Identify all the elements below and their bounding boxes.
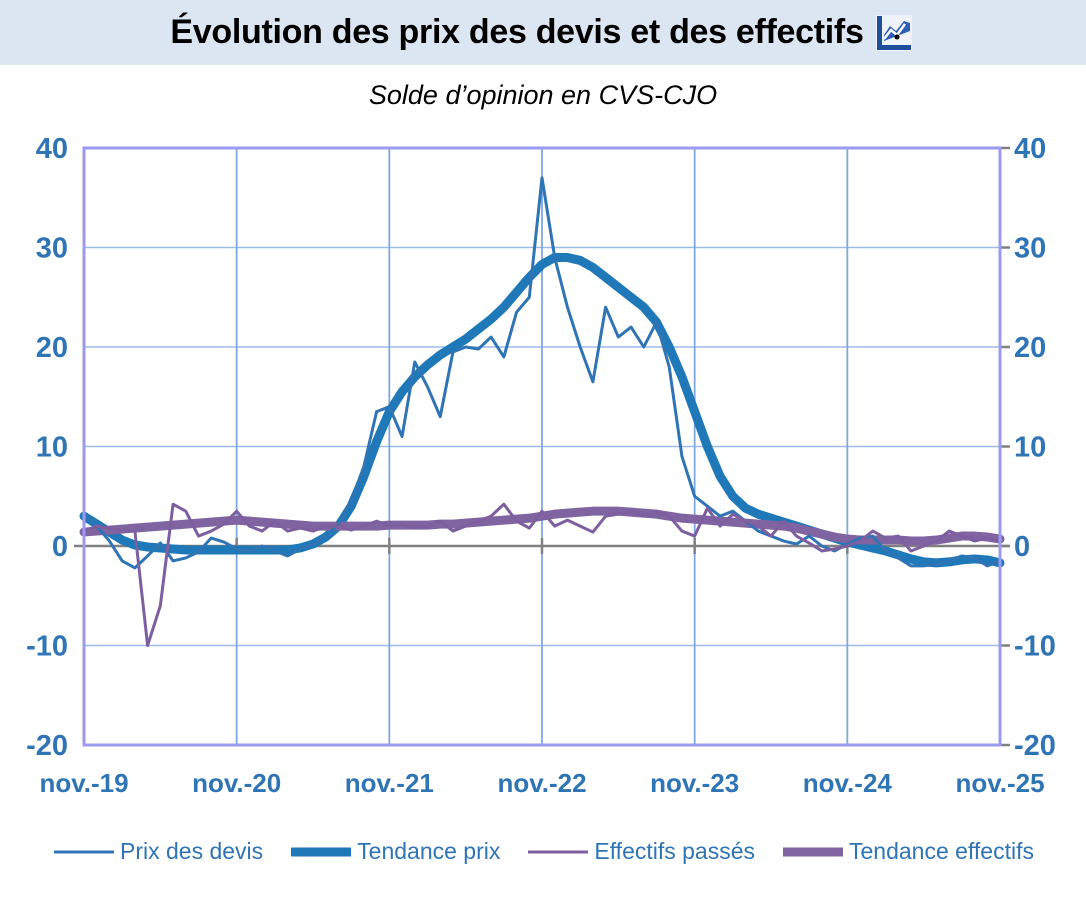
y-tick-label-right: 10 [1014, 432, 1046, 464]
y-tick-label-left: -20 [26, 730, 68, 762]
y-tick-label-left: 30 [36, 233, 68, 265]
y-tick-label-right: 20 [1014, 332, 1046, 364]
grid-layer [84, 148, 1001, 745]
series-line-0 [82, 176, 1002, 570]
y-tick-label-right: 0 [1014, 531, 1030, 563]
x-tick-label: nov.-20 [192, 768, 281, 798]
legend-label-2: Effectifs passés [594, 838, 756, 864]
legend-label-1: Tendance prix [357, 838, 501, 864]
page-title: Évolution des prix des devis et des effe… [170, 13, 864, 51]
y-tick-label-left: 0 [52, 531, 68, 563]
x-tick-label: nov.-24 [803, 768, 893, 798]
series-layer [79, 176, 1005, 647]
x-tick-label: nov.-21 [345, 768, 434, 798]
chart-legend: Prix des devis Tendance prix Effectifs p… [0, 838, 1086, 865]
plot-frame [82, 146, 1002, 747]
chart-subtitle: Solde d’opinion en CVS-CJO [368, 80, 718, 110]
plot-border [82, 146, 1002, 747]
legend-swatch-icon-3 [783, 847, 844, 856]
y-tick-label-right: 40 [1014, 133, 1046, 165]
y-tick-label-right: -20 [1014, 730, 1056, 762]
x-tick-label: nov.-25 [955, 768, 1044, 798]
legend-swatch-icon-0 [53, 850, 114, 853]
title-band: Évolution des prix des devis et des effe… [0, 0, 1086, 65]
legend-label-0: Prix des devis [119, 838, 264, 864]
y-axis-labels-left: 40 30 20 10 0 -10 -20 [26, 133, 68, 762]
x-tick-label: nov.-19 [39, 768, 128, 798]
legend-swatch-icon-1 [291, 847, 352, 856]
series-line-2 [82, 502, 1002, 647]
legend-label-3: Tendance effectifs [849, 838, 1034, 864]
y-tick-label-left: 40 [36, 133, 68, 165]
line-chart-icon [871, 10, 916, 55]
legend-item-3[interactable]: Tendance effectifs [781, 838, 1034, 865]
x-axis-labels: nov.-19 nov.-20 nov.-21 nov.-22 nov.-23 nov.-… [39, 768, 1044, 798]
y-tick-label-right: -10 [1014, 631, 1056, 663]
legend-item-1[interactable]: Tendance prix [289, 838, 500, 865]
y-tick-label-right: 30 [1014, 233, 1046, 265]
series-line-3 [79, 506, 1005, 546]
y-axis-labels-right: 40 30 20 10 0 -10 -20 [1014, 133, 1056, 762]
legend-swatch-icon-2 [528, 850, 589, 853]
legend-item-0[interactable]: Prix des devis [52, 838, 263, 865]
y-tick-label-left: -10 [26, 631, 68, 663]
y-tick-label-left: 10 [36, 432, 68, 464]
x-tick-label: nov.-23 [650, 768, 739, 798]
legend-item-2[interactable]: Effectifs passés [526, 838, 755, 865]
y-tick-label-left: 20 [36, 332, 68, 364]
x-tick-label: nov.-22 [497, 768, 586, 798]
